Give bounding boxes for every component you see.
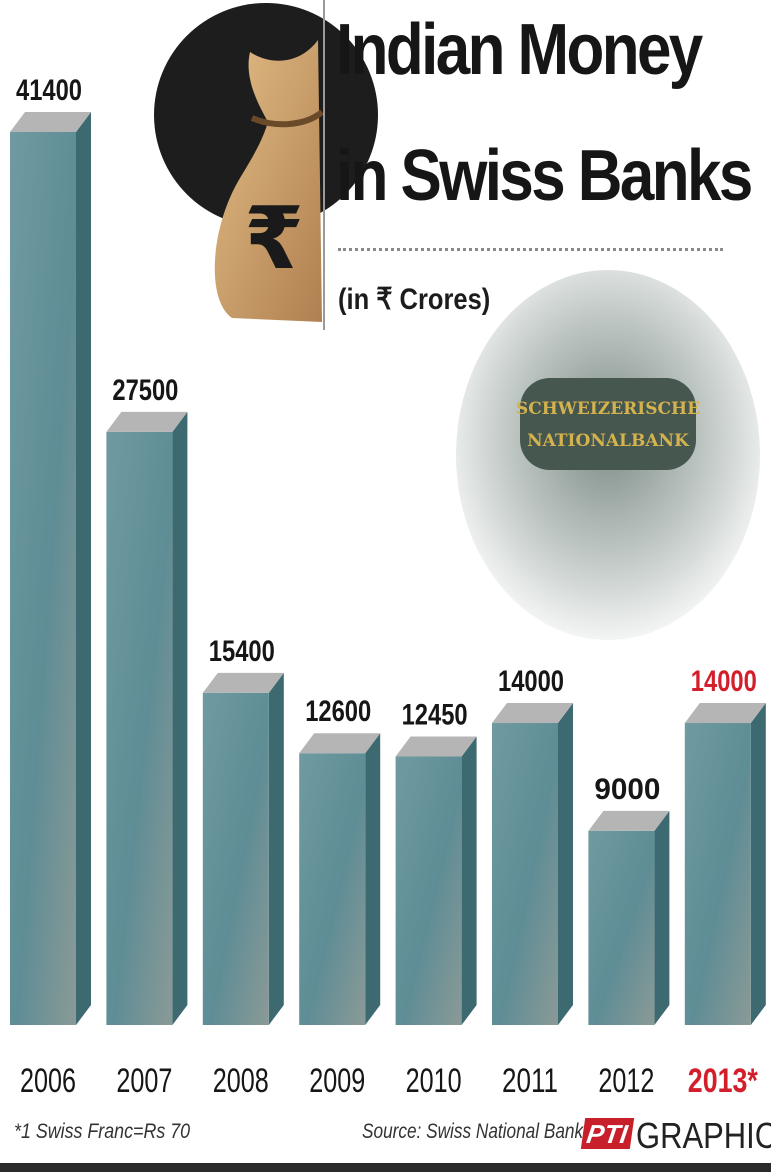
bar-side <box>461 736 477 1025</box>
value-labels-layer: 41400 27500 15400 12600 12450 14000 9000 14000 <box>16 74 757 806</box>
bag-tie <box>250 109 324 128</box>
bottom-bar <box>0 1163 771 1172</box>
value-label: 12450 <box>402 698 468 731</box>
chart-title-line-2: in Swiss Banks <box>336 136 753 216</box>
chart-title-line-1: Indian Money <box>336 10 703 90</box>
category-label: 2012 <box>598 1062 654 1100</box>
value-label: 9000 <box>594 773 660 806</box>
value-label: 14000 <box>691 665 757 698</box>
footnote: *1 Swiss Franc=Rs 70 <box>14 1120 191 1143</box>
bar-2007 <box>106 411 188 1025</box>
bar-front <box>684 723 751 1025</box>
bar-top <box>684 703 766 724</box>
bar-front <box>492 723 558 1025</box>
bar-top <box>106 411 188 432</box>
bar-top <box>299 733 381 754</box>
source-note: Source: Swiss National Bank <box>362 1120 584 1143</box>
bar-2013 <box>684 703 766 1025</box>
category-label: 2007 <box>116 1062 172 1100</box>
pti-logo: PTI <box>580 1118 635 1149</box>
value-label: 27500 <box>112 374 178 407</box>
emblem-text-line2: NATIONALBANK <box>527 431 690 451</box>
credit-logo: PTIGRAPHICS <box>580 1115 771 1156</box>
bar-side <box>172 411 188 1025</box>
bar-front <box>395 756 462 1025</box>
bar-2006 <box>10 112 91 1025</box>
bar-top <box>202 672 284 693</box>
bar-side <box>750 703 766 1025</box>
value-label: 15400 <box>209 635 275 668</box>
bar-front <box>10 132 76 1025</box>
graphics-label: GRAPHICS <box>636 1115 771 1156</box>
bar-2012 <box>588 810 670 1025</box>
bar-front <box>299 753 366 1025</box>
bar-side <box>654 810 670 1025</box>
bar-side <box>365 733 381 1025</box>
value-label: 14000 <box>498 665 564 698</box>
emblem-plaque <box>520 378 696 470</box>
bar-top <box>492 703 573 724</box>
chart-subtitle: (in ₹ Crores) <box>338 283 491 316</box>
bar-top <box>395 736 477 757</box>
bar-side <box>76 112 91 1025</box>
category-label: 2009 <box>309 1062 365 1100</box>
value-label: 41400 <box>16 74 82 107</box>
bar-2011 <box>492 703 573 1025</box>
bar-2010 <box>395 736 477 1025</box>
bar-front <box>202 692 269 1025</box>
money-bag-icon: ₹ <box>154 0 378 330</box>
rupee-symbol: ₹ <box>244 189 304 289</box>
title-separator <box>338 248 723 251</box>
category-labels-layer: 2006 2007 2008 2009 2010 2011 2012 2013* <box>20 1062 758 1100</box>
bar-top <box>588 810 670 831</box>
emblem-text-line1: SCHWEIZERISCHE <box>516 399 700 419</box>
bar-side <box>268 672 284 1025</box>
bars-layer <box>10 112 766 1025</box>
bar-2009 <box>299 733 381 1025</box>
bar-front <box>106 431 173 1025</box>
category-label: 2010 <box>406 1062 462 1100</box>
value-label: 12600 <box>305 695 371 728</box>
bar-top <box>10 112 91 132</box>
bar-2008 <box>202 672 284 1025</box>
category-label: 2006 <box>20 1062 76 1100</box>
category-label: 2013* <box>688 1062 759 1100</box>
category-label: 2008 <box>213 1062 269 1100</box>
bar-side <box>558 703 573 1025</box>
category-label: 2011 <box>502 1062 558 1100</box>
bar-front <box>588 830 655 1025</box>
swiss-bank-emblem: SCHWEIZERISCHE NATIONALBANK <box>456 270 760 640</box>
bag-shape <box>214 40 322 322</box>
